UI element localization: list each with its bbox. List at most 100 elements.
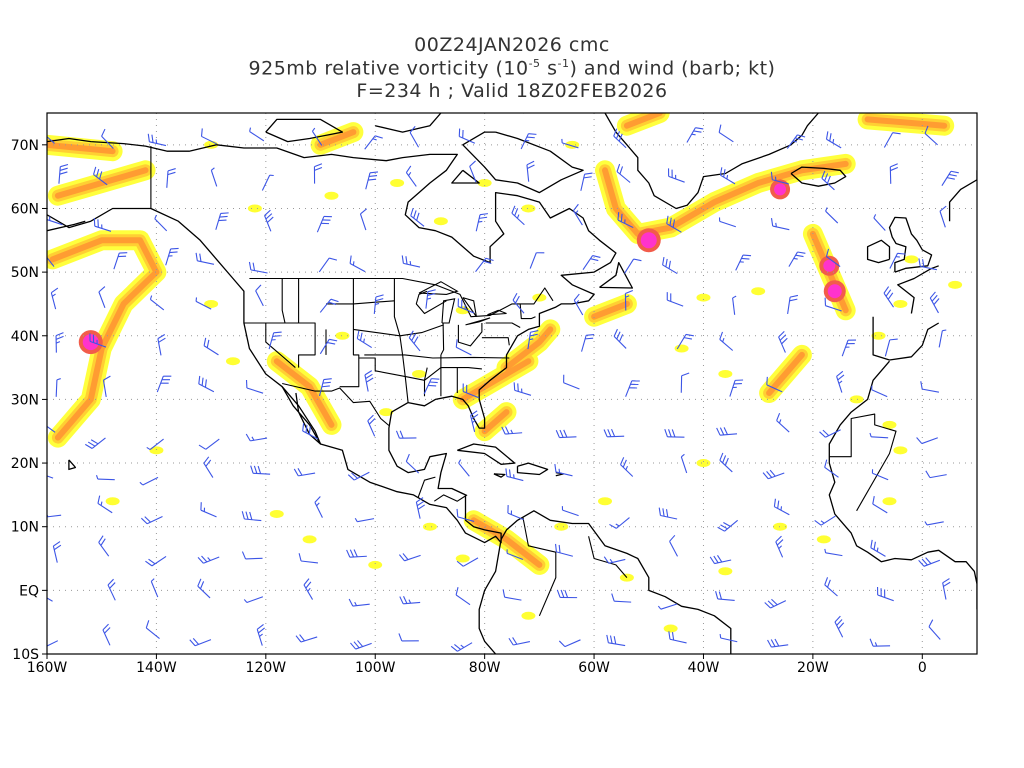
wind-barb-shaft <box>410 215 425 227</box>
coast-iberia <box>872 316 940 361</box>
wind-barb <box>719 452 733 473</box>
wind-barb-shaft <box>662 264 678 275</box>
wind-barb <box>563 374 580 390</box>
wind-barb <box>398 553 421 562</box>
wind-barb-shaft <box>717 598 735 602</box>
wind-barb <box>719 331 734 351</box>
wind-barb-flag <box>479 216 488 219</box>
wind-barb-shaft <box>889 253 899 269</box>
wind-barb-shaft <box>349 555 367 558</box>
wind-barb-flag <box>948 173 957 177</box>
wind-barb <box>529 252 545 269</box>
vorticity-speck <box>674 344 689 353</box>
wind-barb-flag <box>408 330 414 339</box>
wind-barb-flag <box>741 257 750 260</box>
wind-barb-flag <box>368 418 376 425</box>
wind-barb-flag <box>795 137 804 141</box>
wind-barb-flag <box>918 559 925 567</box>
wind-barb-shaft <box>462 391 480 399</box>
wind-barb-flag <box>770 171 773 180</box>
wind-barb-shaft <box>617 219 634 229</box>
wind-barb <box>658 507 678 520</box>
wind-barb-flag <box>695 127 704 130</box>
wind-barb-flag <box>824 173 829 182</box>
wind-barb-flag <box>513 382 516 391</box>
wind-barb <box>450 642 473 652</box>
wind-barb <box>729 379 744 397</box>
wind-barb-flag <box>154 214 157 220</box>
wind-barb <box>603 556 626 564</box>
wind-barb-flag <box>408 171 412 176</box>
graticule <box>47 113 977 654</box>
wind-barb <box>764 598 787 609</box>
vorticity-streak <box>54 167 149 199</box>
wind-barb-shaft <box>507 512 524 521</box>
wind-barb-shaft <box>824 584 838 597</box>
wind-barb-shaft <box>921 437 938 445</box>
wind-barb-shaft <box>556 551 573 557</box>
border-us-states-13 <box>440 322 445 356</box>
wind-barb-shaft <box>459 136 476 144</box>
wind-barb <box>293 468 316 477</box>
wind-barb-flag <box>824 577 829 585</box>
wind-barb <box>884 338 898 357</box>
wind-barb <box>475 257 494 273</box>
vorticity-shading <box>47 113 963 633</box>
wind-barb <box>787 294 799 315</box>
wind-barb-flag <box>717 555 723 563</box>
wind-barb-flag <box>620 457 625 465</box>
wind-barb <box>718 124 734 143</box>
wind-barb-flag <box>558 468 561 473</box>
vorticity-streak <box>623 113 663 129</box>
wind-barb-flag <box>609 523 617 529</box>
wind-barb <box>924 521 944 526</box>
wind-barb-flag <box>303 578 310 586</box>
lon-label: 0 <box>918 660 927 676</box>
wind-barb <box>928 619 941 640</box>
wind-barb-shaft <box>506 552 524 560</box>
wind-barb-shaft <box>200 509 217 518</box>
wind-barb-flag <box>201 377 204 386</box>
wind-barb-shaft <box>883 132 894 148</box>
wind-barb <box>145 620 160 640</box>
coast-arctic-isl-1 <box>375 113 442 133</box>
wind-barb-flag <box>298 553 302 562</box>
plot-frame <box>46 112 978 655</box>
wind-barb-flag <box>367 414 374 422</box>
wind-barb <box>52 541 62 563</box>
wind-barb-shaft <box>564 639 581 648</box>
wind-barb-flag <box>779 334 787 341</box>
wind-barb-flag <box>829 133 832 142</box>
wind-barb-flag <box>887 292 894 300</box>
wind-barb <box>250 465 271 475</box>
vorticity-streak <box>481 409 510 435</box>
lake-michigan <box>441 298 456 324</box>
title-field-mid: s <box>540 57 558 80</box>
wind-barb <box>268 331 282 350</box>
wind-barb-shaft <box>608 558 626 564</box>
wind-barb-flag <box>774 638 780 647</box>
wind-barb <box>410 207 425 227</box>
vorticity-speck <box>893 446 908 455</box>
wind-barb-shaft <box>47 256 55 267</box>
wind-barb-flag <box>530 330 539 333</box>
wind-barb-flag <box>508 637 514 646</box>
wind-barb-flag <box>555 543 557 552</box>
vorticity-streak <box>766 351 805 396</box>
wind-barb-flag <box>789 294 799 298</box>
wind-barb-flag <box>773 498 776 507</box>
wind-barb-shaft <box>47 219 63 226</box>
wind-barb <box>316 215 332 233</box>
wind-barb-shaft <box>355 642 372 650</box>
wind-barb-shaft <box>624 258 635 274</box>
wind-barb-flag <box>405 256 408 265</box>
wind-barb <box>423 378 440 395</box>
wind-barb <box>580 172 593 191</box>
wind-barb-shaft <box>877 594 894 602</box>
wind-barb-flag <box>575 300 580 304</box>
lat-label: 40N <box>11 329 39 345</box>
wind-barb-flag <box>100 538 106 546</box>
wind-barb <box>203 456 214 478</box>
wind-barb-shaft <box>298 472 316 477</box>
